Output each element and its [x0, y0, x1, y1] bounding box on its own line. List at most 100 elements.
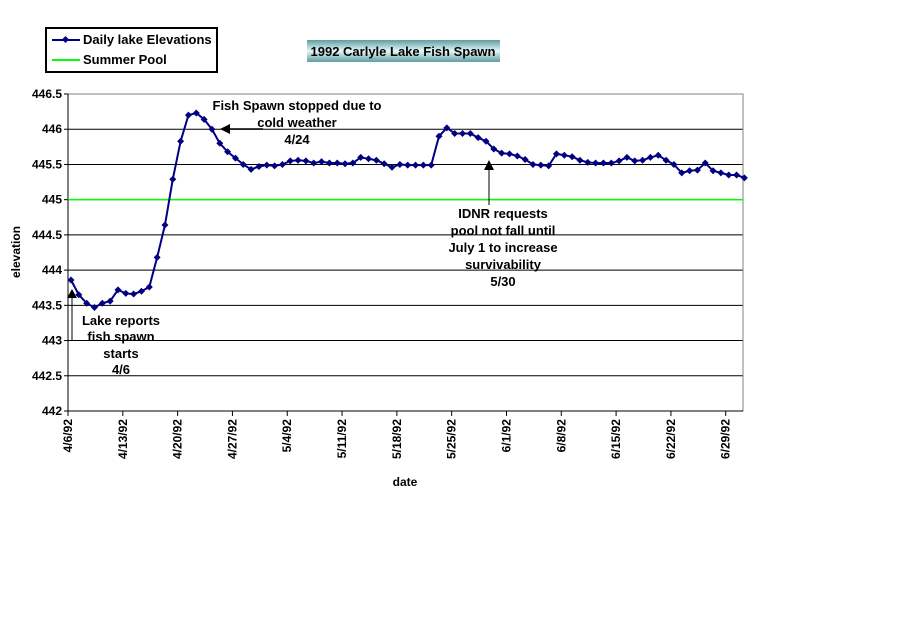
data-point [153, 253, 161, 261]
svg-text:Fish Spawn stopped due to: Fish Spawn stopped due to [213, 98, 382, 113]
data-point [717, 169, 725, 177]
y-tick-label: 446 [42, 122, 62, 136]
data-point [278, 160, 286, 168]
data-point [725, 171, 733, 179]
data-point [615, 157, 623, 165]
data-point [169, 175, 177, 183]
data-point [365, 155, 373, 163]
x-tick-label: 5/11/92 [335, 419, 349, 459]
svg-text:IDNR requests: IDNR requests [458, 206, 548, 221]
data-point [177, 137, 185, 145]
data-point [451, 129, 459, 137]
data-point [701, 159, 709, 167]
data-point [90, 303, 98, 311]
data-point [498, 149, 506, 157]
data-point [302, 157, 310, 165]
data-point [576, 156, 584, 164]
legend-label-pool: Summer Pool [83, 52, 167, 67]
data-point [192, 109, 200, 117]
data-point [106, 297, 114, 305]
data-point [599, 159, 607, 167]
y-tick-label: 445.5 [32, 157, 62, 171]
arrow-up-icon [484, 160, 494, 170]
data-point [740, 174, 748, 182]
svg-text:July 1 to increase: July 1 to increase [448, 240, 557, 255]
y-tick-label: 445 [42, 193, 62, 207]
svg-text:cold weather: cold weather [257, 115, 336, 130]
x-tick-label: 6/1/92 [499, 419, 513, 453]
data-point [568, 153, 576, 161]
data-point [325, 159, 333, 167]
data-point [294, 156, 302, 164]
data-point [686, 167, 694, 175]
data-point [286, 157, 294, 165]
data-point [482, 137, 490, 145]
data-point [224, 148, 232, 156]
data-point [537, 161, 545, 169]
data-point [592, 159, 600, 167]
data-point [662, 156, 670, 164]
data-point [98, 299, 106, 307]
y-tick-label: 443.5 [32, 298, 62, 312]
data-point [161, 221, 169, 229]
data-point [733, 171, 741, 179]
chart-title: 1992 Carlyle Lake Fish Spawn [311, 44, 496, 59]
y-tick-label: 446.5 [32, 87, 62, 101]
data-point [67, 276, 75, 284]
data-point [396, 160, 404, 168]
data-point [693, 166, 701, 174]
data-point [122, 289, 130, 297]
data-point [466, 129, 474, 137]
x-tick-label: 5/25/92 [445, 419, 459, 459]
data-point [200, 115, 208, 123]
data-point [114, 286, 122, 294]
data-point [318, 158, 326, 166]
y-axis: 442 442.5 443 443.5 444 444.5 445 445.5 446 446.5 [32, 87, 69, 418]
y-tick-label: 442.5 [32, 369, 62, 383]
x-tick-label: 5/18/92 [390, 419, 404, 459]
y-tick-label: 444.5 [32, 228, 62, 242]
data-point [208, 125, 216, 133]
data-point [560, 151, 568, 159]
data-point [130, 290, 138, 298]
y-tick-label: 444 [42, 263, 62, 277]
data-point [459, 129, 466, 137]
svg-text:fish spawn: fish spawn [87, 329, 154, 344]
data-point [639, 156, 647, 164]
data-point [427, 161, 435, 169]
data-point [271, 162, 279, 170]
svg-text:4/6: 4/6 [112, 362, 130, 377]
data-point [419, 161, 427, 169]
data-point [231, 154, 239, 162]
data-point [435, 132, 443, 140]
data-point [137, 287, 145, 295]
data-point [247, 165, 255, 173]
x-tick-label: 4/6/92 [61, 419, 75, 453]
svg-text:survivability: survivability [465, 257, 542, 272]
y-axis-label: elevation [9, 226, 23, 278]
data-point [145, 283, 153, 291]
x-tick-label: 4/13/92 [116, 419, 130, 459]
data-point [83, 299, 91, 307]
x-tick-label: 6/22/92 [664, 419, 678, 459]
data-point [388, 163, 396, 171]
data-point [357, 153, 365, 161]
data-point [513, 152, 521, 160]
arrow-up-icon [67, 289, 77, 298]
x-axis-label: date [393, 475, 418, 489]
x-tick-label: 4/27/92 [225, 419, 239, 459]
data-point [631, 157, 639, 165]
data-point [505, 150, 513, 158]
x-tick-label: 6/15/92 [609, 419, 623, 459]
data-point [552, 150, 560, 158]
x-tick-label: 6/29/92 [719, 419, 733, 459]
elevation-series [67, 109, 748, 311]
y-tick-label: 443 [42, 334, 62, 348]
x-tick-label: 5/4/92 [280, 419, 294, 453]
svg-text:5/30: 5/30 [490, 274, 515, 289]
data-point [404, 161, 412, 169]
x-tick-label: 6/8/92 [554, 419, 568, 453]
data-point [341, 160, 349, 168]
elevation-line [70, 111, 745, 309]
